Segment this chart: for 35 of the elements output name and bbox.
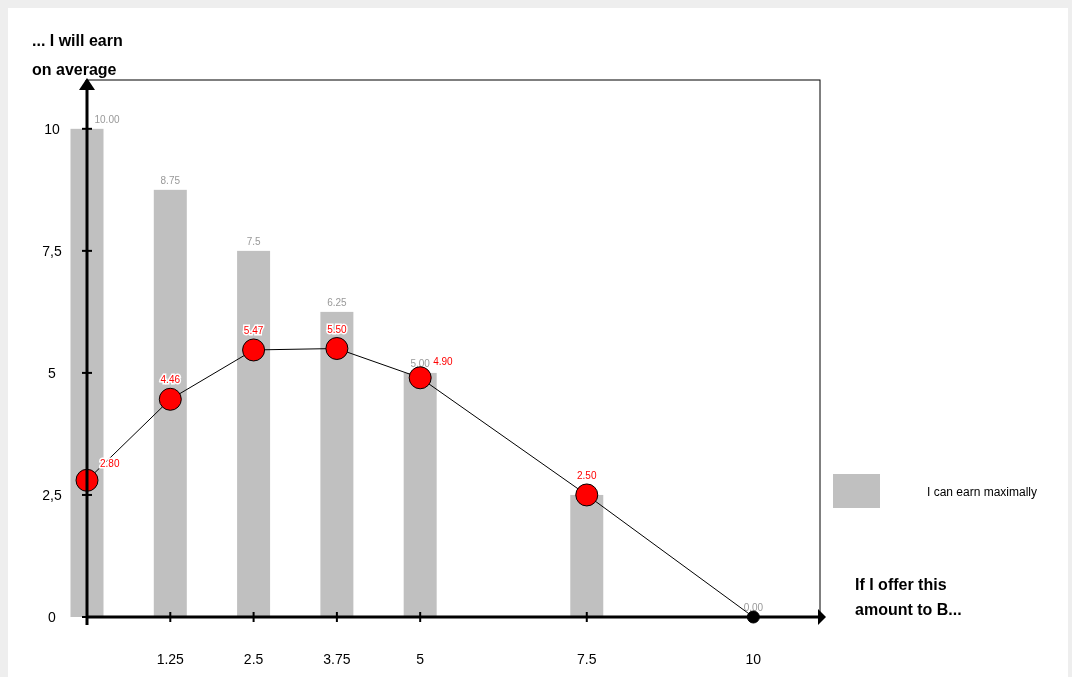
- data-label: 5.50: [327, 323, 348, 335]
- bar: [570, 494, 604, 617]
- y-tick-label: 2,5: [42, 486, 62, 503]
- data-label: 0.00: [743, 602, 764, 613]
- data-label: 2.50: [577, 469, 597, 481]
- x-axis-title: If I offer this amount to B...: [855, 576, 962, 618]
- x-tick-label: 2.5: [243, 651, 264, 667]
- data-label: 5.47: [243, 324, 264, 336]
- data-label: 8.75: [160, 174, 181, 186]
- point: [575, 483, 599, 507]
- data-label: 6.25: [327, 296, 348, 308]
- y-tick-label: 7,5: [42, 242, 62, 259]
- data-label: 4.90: [433, 355, 454, 367]
- data-label: 7.5: [246, 235, 261, 247]
- point: [408, 366, 432, 390]
- x-tick-label: 10: [745, 651, 762, 667]
- text: I can earn maximally: [927, 485, 1038, 499]
- point: [242, 338, 266, 362]
- x-tick-label: 5: [416, 651, 425, 667]
- y-axis-title: ... I will earn on average: [32, 32, 123, 78]
- bar: [403, 372, 437, 617]
- y-tick-label: 10: [44, 120, 60, 137]
- point: [325, 337, 349, 360]
- data-label: 5.00: [410, 357, 431, 369]
- bar: [237, 250, 271, 617]
- data-label: 4.46: [160, 374, 181, 386]
- x-tick-label: 3.75: [323, 651, 351, 667]
- data-label: 10.00: [94, 113, 120, 125]
- x-tick-label: 7.5: [577, 651, 597, 667]
- point: [158, 387, 182, 411]
- y-tick-label: 0: [48, 609, 57, 625]
- bar: [320, 311, 354, 617]
- bar: [153, 189, 187, 617]
- x-tick-label: 1.25: [156, 651, 185, 667]
- y-tick-label: 5: [48, 364, 57, 381]
